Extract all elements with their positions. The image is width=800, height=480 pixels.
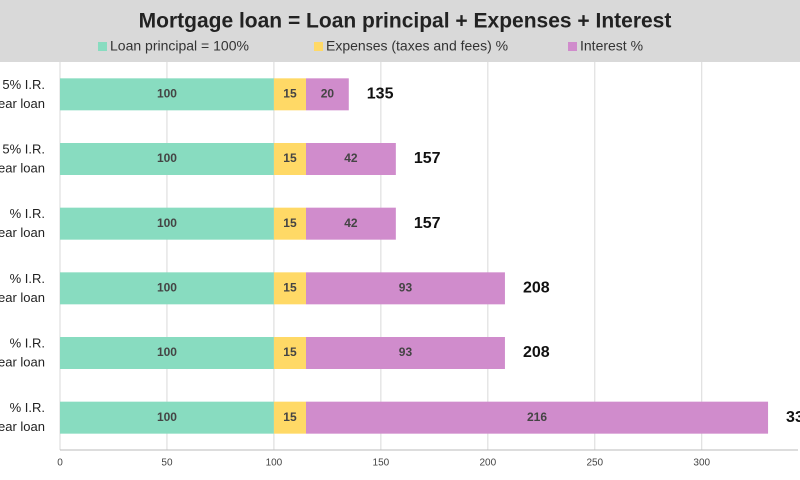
header-band (0, 0, 800, 62)
y-tick-label: 5% I.R. (2, 141, 45, 156)
x-tick-label: 300 (693, 458, 710, 469)
data-label: 216 (527, 410, 547, 424)
chart-title: Mortgage loan = Loan principal + Expense… (139, 10, 672, 33)
bar-segment (273, 207, 306, 240)
data-label: 20 (321, 87, 335, 101)
y-tick-label: 5% I.R. (2, 77, 45, 92)
data-label: 100 (157, 151, 177, 165)
data-label: 100 (157, 345, 177, 359)
total-label: 208 (523, 344, 550, 361)
bar-segment (60, 78, 274, 111)
data-label: 15 (283, 216, 297, 230)
total-label: 331 (786, 409, 800, 426)
legend-label: Interest % (580, 38, 643, 54)
data-label: 100 (157, 87, 177, 101)
bar-segment (273, 143, 306, 175)
y-tick-label: % I.R. (10, 335, 45, 350)
x-tick-label: 250 (586, 458, 603, 469)
data-label: 15 (283, 87, 297, 101)
y-tick-label: ear loan (0, 225, 45, 240)
bar-segment (60, 401, 274, 434)
data-label: 15 (283, 281, 297, 295)
data-label: 15 (283, 410, 297, 424)
bar-segment (306, 337, 505, 369)
bar-segment (273, 78, 306, 111)
data-label: 100 (157, 281, 177, 295)
data-label: 42 (344, 216, 358, 230)
bar-segment (306, 272, 505, 305)
legend-swatch (98, 42, 107, 51)
bar-segment (273, 401, 306, 434)
bar-segment (306, 207, 396, 240)
bar-segment (306, 401, 769, 434)
y-tick-label: ear loan (0, 96, 45, 111)
bar-segment (273, 337, 306, 369)
legend-swatch (314, 42, 323, 51)
bar-segment (306, 78, 349, 111)
bar-segment (60, 272, 274, 305)
bar-segment (306, 143, 396, 175)
data-label: 15 (283, 151, 297, 165)
y-tick-label: ear loan (0, 290, 45, 305)
data-label: 100 (157, 410, 177, 424)
legend-swatch (568, 42, 577, 51)
data-label: 42 (344, 151, 358, 165)
total-label: 135 (367, 86, 394, 103)
legend-label: Loan principal = 100% (110, 38, 249, 54)
x-tick-label: 200 (479, 458, 496, 469)
total-label: 157 (414, 150, 441, 167)
y-tick-label: % I.R. (10, 271, 45, 286)
bar-segment (273, 272, 306, 305)
bar-segment (60, 207, 274, 240)
data-label: 15 (283, 345, 297, 359)
data-label: 100 (157, 216, 177, 230)
total-label: 157 (414, 215, 441, 232)
y-tick-label: % I.R. (10, 400, 45, 415)
bar-segment (60, 337, 274, 369)
x-tick-label: 150 (373, 458, 390, 469)
x-tick-label: 50 (161, 458, 173, 469)
y-tick-label: ear loan (0, 354, 45, 369)
bar-segment (60, 143, 274, 175)
data-label: 93 (399, 345, 413, 359)
x-tick-label: 100 (266, 458, 283, 469)
y-tick-label: ear loan (0, 160, 45, 175)
total-label: 208 (523, 280, 550, 297)
data-label: 93 (399, 281, 413, 295)
legend-label: Expenses (taxes and fees) % (326, 38, 508, 54)
x-tick-label: 0 (57, 458, 63, 469)
y-tick-label: % I.R. (10, 206, 45, 221)
y-tick-label: ear loan (0, 419, 45, 434)
